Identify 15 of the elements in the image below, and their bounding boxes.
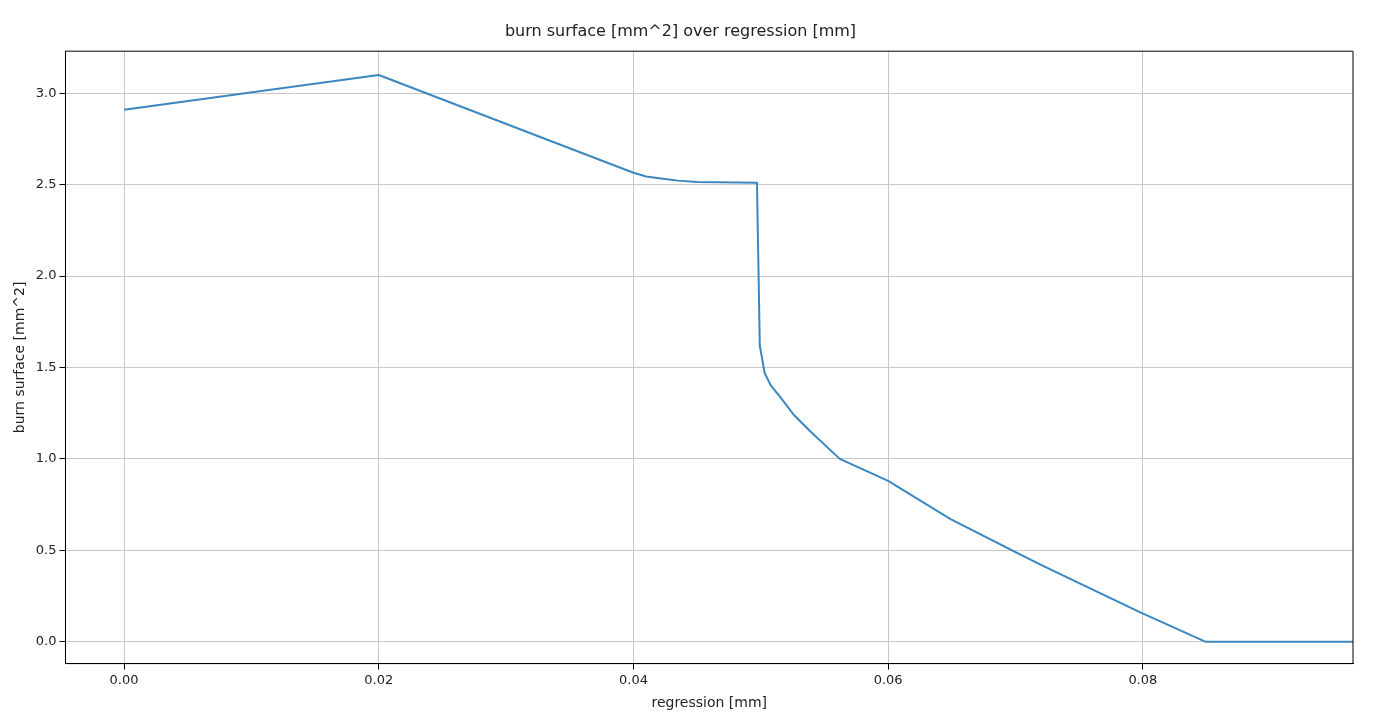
y-tick-label: 3.0 [35, 84, 57, 100]
x-axis-title: regression [mm] [651, 694, 768, 711]
y-tick-label: 2.0 [35, 267, 57, 283]
x-tick-label: 0.08 [1128, 671, 1158, 687]
x-tick-label: 0.00 [109, 671, 139, 687]
x-tick-label: 0.04 [618, 671, 648, 687]
x-tick-label: 0.06 [873, 671, 903, 687]
y-tick-label: 1.5 [35, 358, 57, 374]
y-tick-label: 2.5 [35, 176, 57, 192]
x-tick-label: 0.02 [364, 671, 394, 687]
y-axis-title: burn surface [mm^2] [11, 281, 28, 434]
chart-title: burn surface [mm^2] over regression [mm] [504, 20, 857, 40]
y-tick-label: 0.5 [35, 541, 57, 557]
y-tick-label: 0.0 [35, 633, 57, 649]
y-tick-label: 1.0 [35, 450, 57, 466]
